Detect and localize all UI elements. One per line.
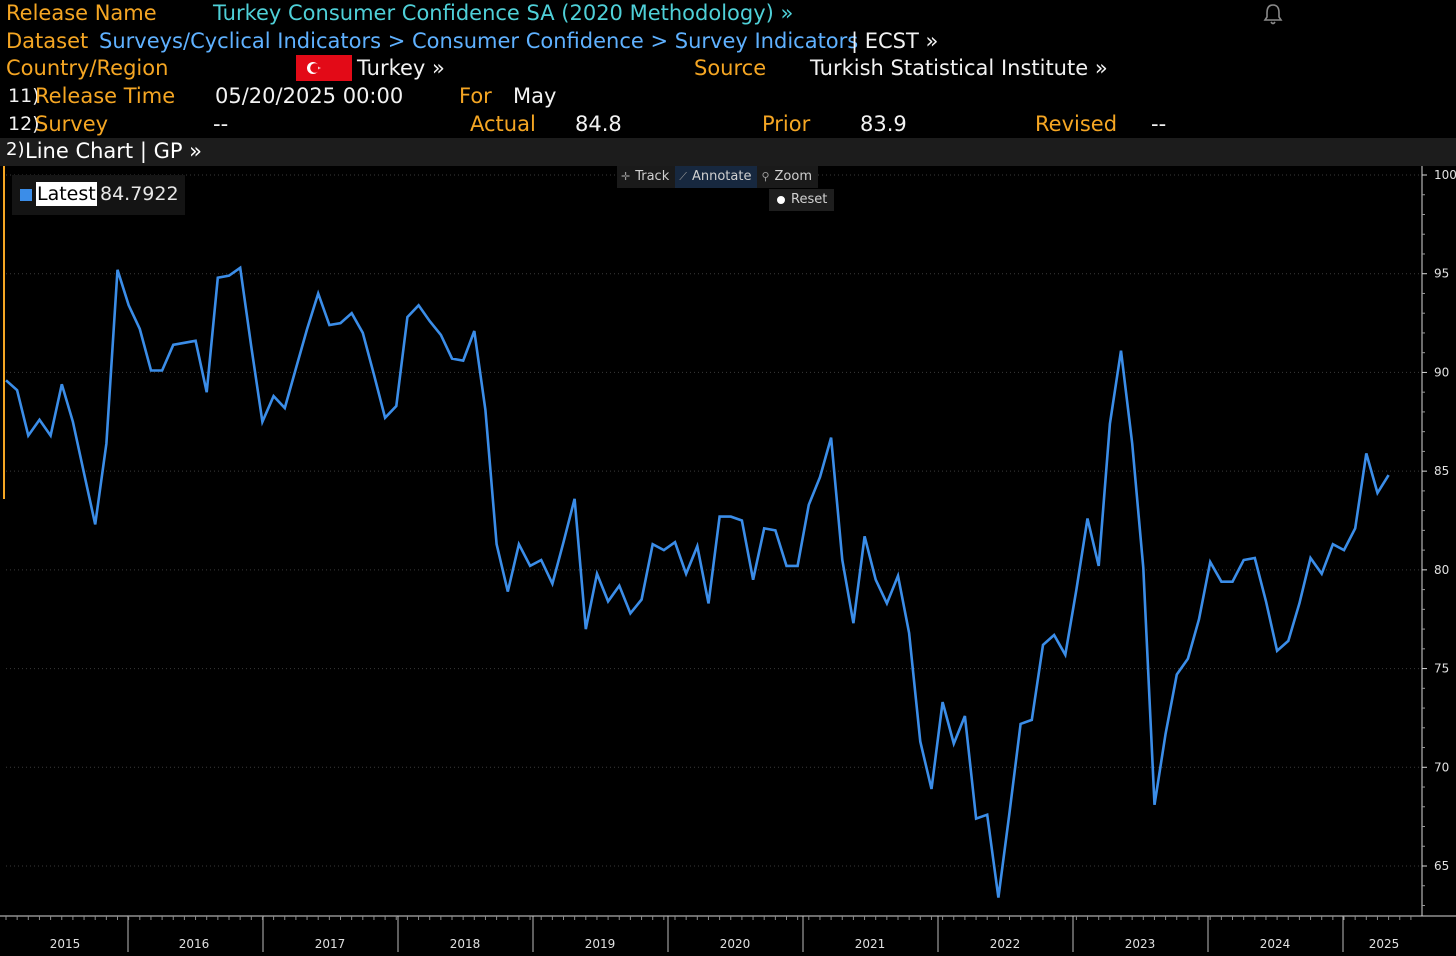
chart-toolbar: ✛ Track ⟋ Annotate ⚲ Zoom (617, 166, 818, 188)
actual-label: Actual (470, 112, 536, 136)
reset-icon (777, 196, 785, 204)
survey-label[interactable]: Survey (35, 112, 109, 136)
track-label: Track (635, 169, 670, 184)
reset-label: Reset (791, 192, 828, 207)
source-value[interactable]: Turkish Statistical Institute » (810, 56, 1108, 80)
annotate-label: Annotate (691, 169, 752, 184)
zoom-label: Zoom (774, 169, 812, 184)
survey-number[interactable]: 12) (8, 113, 40, 135)
legend: Latest 84.7922 (12, 175, 185, 215)
series-line-latest (5, 265, 1390, 898)
chart-tab-bar: 2) Line Chart | GP » (0, 138, 1456, 166)
prior-value: 83.9 (860, 112, 907, 136)
magnifier-icon: ⚲ (761, 170, 770, 183)
survey-value: -- (213, 112, 229, 136)
release-time-number[interactable]: 11) (8, 85, 40, 107)
annotate-button[interactable]: ⟋ Annotate (675, 166, 758, 188)
revised-value: -- (1151, 112, 1167, 136)
x-tick-label: 2018 (450, 937, 481, 951)
country-value[interactable]: Turkey » (357, 56, 445, 80)
y-tick-label: 65 (1434, 859, 1449, 873)
zoom-button[interactable]: ⚲ Zoom (757, 166, 818, 188)
for-value: May (513, 84, 557, 108)
tab-line-chart[interactable]: Line Chart | GP » (25, 139, 203, 163)
release-name-label: Release Name (6, 1, 157, 25)
x-tick-label: 2019 (585, 937, 616, 951)
x-tick-label: 2021 (855, 937, 886, 951)
x-tick-label: 2023 (1125, 937, 1156, 951)
country-label: Country/Region (6, 56, 169, 80)
dataset-code[interactable]: | ECST » (851, 29, 939, 53)
turkey-flag-icon (296, 55, 352, 81)
x-tick-label: 2016 (179, 937, 210, 951)
revised-label: Revised (1035, 112, 1118, 136)
left-accent-bar (3, 166, 5, 499)
release-time-value: 05/20/2025 00:00 (215, 84, 404, 108)
dataset-breadcrumb[interactable]: Surveys/Cyclical Indicators > Consumer C… (99, 29, 859, 53)
bell-icon[interactable] (1262, 2, 1284, 30)
for-label: For (459, 84, 492, 108)
x-tick-label: 2020 (720, 937, 751, 951)
x-tick-label: 2017 (315, 937, 346, 951)
reset-button[interactable]: Reset (769, 189, 835, 211)
y-tick-label: 85 (1434, 464, 1449, 478)
x-tick-label: 2024 (1260, 937, 1291, 951)
x-tick-label: 2022 (990, 937, 1021, 951)
y-tick-label: 70 (1434, 760, 1449, 774)
prior-label: Prior (762, 112, 811, 136)
pencil-icon: ⟋ (679, 170, 687, 183)
legend-swatch (20, 189, 32, 201)
legend-label[interactable]: Latest (36, 182, 97, 206)
release-name-link[interactable]: Turkey Consumer Confidence SA (2020 Meth… (213, 1, 794, 25)
legend-value: 84.7922 (100, 183, 179, 205)
tab-number[interactable]: 2) (6, 139, 25, 160)
x-tick-label: 2025 (1369, 937, 1400, 951)
x-tick-label: 2015 (50, 937, 81, 951)
actual-value: 84.8 (575, 112, 622, 136)
crosshair-icon: ✛ (621, 170, 631, 183)
y-tick-label: 95 (1434, 267, 1449, 281)
track-button[interactable]: ✛ Track (617, 166, 676, 188)
y-tick-label: 75 (1434, 662, 1449, 676)
source-label: Source (694, 56, 767, 80)
y-tick-label: 80 (1434, 563, 1449, 577)
y-tick-label: 100 (1434, 168, 1456, 182)
release-time-label[interactable]: Release Time (35, 84, 176, 108)
dataset-label: Dataset (6, 29, 89, 53)
y-tick-label: 90 (1434, 365, 1449, 379)
